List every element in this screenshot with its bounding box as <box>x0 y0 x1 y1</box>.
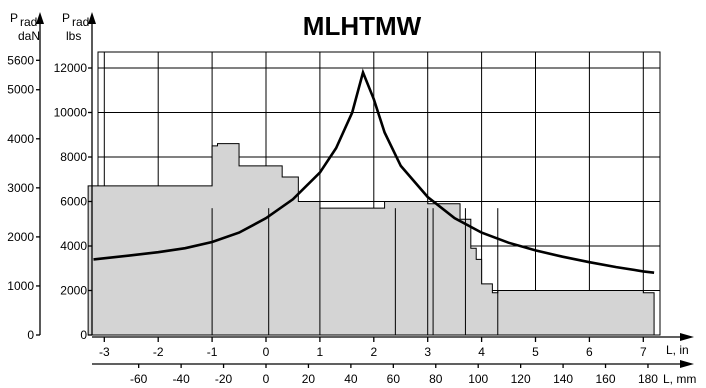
y-axis-daN-arrow <box>36 12 44 24</box>
shaft-outline <box>87 143 655 336</box>
load-curve <box>93 68 655 274</box>
x-tick-label-in: 1 <box>317 345 324 359</box>
y-tick-label-lbs: 4000 <box>60 239 87 253</box>
y-tick-label-lbs: 6000 <box>60 195 87 209</box>
y-tick-label-daN: 0 <box>27 328 34 342</box>
x-tick-label-in: 4 <box>478 345 485 359</box>
x-tick-label-mm: 100 <box>468 372 488 386</box>
y-tick-label-daN: 4000 <box>7 132 34 146</box>
y-tick-label-daN: 2000 <box>7 230 34 244</box>
x-tick-label-mm: 60 <box>387 372 401 386</box>
y-tick-label-lbs: 10000 <box>54 106 88 120</box>
y-tick-label-daN: 5000 <box>7 83 34 97</box>
x-tick-label-mm: 20 <box>302 372 316 386</box>
y-tick-label-lbs: 2000 <box>60 284 87 298</box>
x-tick-label-in: -1 <box>207 345 218 359</box>
x-tick-label-mm: 160 <box>596 372 616 386</box>
y-axis-lbs-arrow <box>88 12 96 24</box>
x-tick-label-in: 5 <box>532 345 539 359</box>
y-tick-label-lbs: 8000 <box>60 150 87 164</box>
y-axis-lbs-label: P rad lbs <box>62 11 89 43</box>
x-tick-label-in: -3 <box>99 345 110 359</box>
chart-title: MLHTMW <box>303 11 422 41</box>
y-axis-daN-unit: daN <box>18 29 40 43</box>
y-axis-lbs-label-main: P <box>62 11 70 25</box>
x-tick-label-in: 7 <box>640 345 647 359</box>
y-tick-label-lbs: 12000 <box>54 61 88 75</box>
x-tick-label-mm: 80 <box>429 372 443 386</box>
y-tick-label-lbs: 0 <box>80 328 87 342</box>
x-tick-label-in: -2 <box>153 345 164 359</box>
x-tick-label-mm: -60 <box>130 372 148 386</box>
x-tick-label-mm: 0 <box>263 372 270 386</box>
y-tick-label-daN: 1000 <box>7 279 34 293</box>
x-axis-mm-label: L, mm <box>663 372 696 386</box>
y-axis-daN-label: P rad daN <box>10 11 40 43</box>
x-tick-label-mm: -40 <box>172 372 190 386</box>
x-tick-label-in: 3 <box>424 345 431 359</box>
x-tick-label-in: 0 <box>263 345 270 359</box>
y-axis-daN-label-sub: rad <box>20 15 37 29</box>
load-curve-line <box>93 68 655 274</box>
y-axis-lbs-unit: lbs <box>66 29 81 43</box>
x-tick-label-mm: 120 <box>511 372 531 386</box>
y-tick-label-daN: 3000 <box>7 181 34 195</box>
x-axis-in-label: L, in <box>666 343 689 357</box>
y-tick-label-daN: 5600 <box>7 53 34 67</box>
axes: 0100020003000400050005600020004000600080… <box>7 12 694 386</box>
y-axis-daN-label-main: P <box>10 11 18 25</box>
bearing-shaft-silhouette <box>87 143 655 336</box>
x-axis-mm-arrow <box>680 360 694 368</box>
x-tick-label-in: 6 <box>586 345 593 359</box>
x-tick-label-mm: -20 <box>215 372 233 386</box>
x-tick-label-mm: 140 <box>553 372 573 386</box>
x-axis-in-arrow <box>680 333 694 341</box>
x-tick-label-in: 2 <box>370 345 377 359</box>
y-axis-lbs-label-sub: rad <box>72 15 89 29</box>
x-tick-label-mm: 180 <box>638 372 658 386</box>
x-tick-label-mm: 40 <box>344 372 358 386</box>
